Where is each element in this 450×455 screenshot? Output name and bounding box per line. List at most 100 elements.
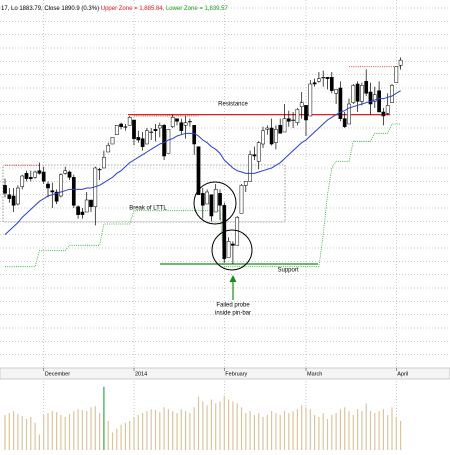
probe-label: Failed probe [216,303,250,309]
candle-body [41,171,46,182]
candle-body [213,189,218,213]
x-tick-label: 2014 [135,371,147,377]
candle-body [11,195,16,206]
header-lower-zone: Lower Zone = 1,839.57 [166,6,229,12]
volume-bar [387,415,389,450]
candle-body [347,103,351,125]
x-axis-strip [0,367,450,380]
candle-body [239,185,244,214]
candle-body [110,137,115,145]
candle-body [84,199,89,213]
volume-bar [77,409,79,450]
candle-body [179,122,184,131]
candle-body [278,125,283,134]
volume-bar [326,418,329,450]
volume-bar [185,411,187,450]
volume-bar [116,428,118,450]
candle-body [162,125,166,157]
candle-body [312,82,317,85]
candle-body [97,169,102,171]
volume-bar [60,415,62,450]
volume-bar [13,411,15,450]
candle-body [106,145,111,153]
candle-body [243,181,248,186]
candle-body [218,193,222,206]
consolidation-box [2,164,286,223]
volume-bar [129,420,131,450]
candle-body [338,87,343,119]
highlight-circle [211,229,253,271]
volume-bar [378,411,380,450]
volume-bar [197,396,200,450]
candle-body [377,90,381,113]
candle-body [46,183,50,189]
candle-body [308,83,313,117]
candle-body [183,122,188,126]
volume-bar [219,401,221,450]
candle-body [170,117,175,127]
volume-bar [180,409,182,450]
candle-body [3,185,7,194]
candle-body [102,157,106,169]
volume-bar [202,401,204,450]
volume-bar [309,409,311,450]
candle-body [54,191,59,202]
candle-body [140,138,145,147]
volume-bar [56,412,58,450]
volume-bar [215,403,217,450]
candle-body [248,154,252,182]
volume-bar [335,413,337,450]
volume-bar [107,420,109,450]
volume-bar [111,432,114,450]
candle-body [269,127,274,145]
candle-body [368,91,373,105]
volume-bar [81,410,83,450]
volume-bar [344,407,346,450]
candle-body [381,111,386,117]
volume-bar [30,416,32,450]
volume-bar [369,411,372,450]
candle-body [265,127,270,130]
candle-body [63,170,68,174]
highlight-circle [193,181,237,225]
volume-bar [322,413,324,450]
candle-body [334,89,338,94]
candle-body [28,177,33,179]
candle-body [59,174,63,197]
volume-bar [240,407,243,450]
candle-body [20,175,25,187]
volume-bar [352,415,354,450]
candle-body [372,94,377,102]
candle-body [351,85,356,103]
candle-body [200,193,205,206]
candle-body [123,126,128,128]
volume-bar [400,420,402,450]
candle-body [398,59,403,66]
candle-body [114,125,119,135]
candle-body [89,199,93,207]
volume-bar [64,416,66,450]
volume-bar [318,416,320,450]
volume-bar [47,413,49,450]
volume-bar [236,403,238,450]
candle-body [67,171,72,178]
candle-body [132,119,136,139]
volume-bar [43,415,45,450]
volume-bar [90,407,92,450]
candle-body [127,117,132,126]
volume-bar [99,413,101,450]
volume-bar [137,415,139,450]
candle-body [390,85,394,103]
candle-body [166,129,171,154]
volume-bar [189,413,191,450]
x-tick-label: December [45,371,71,377]
x-tick-label: April [397,371,408,377]
candle-body [299,102,304,107]
volume-bar [210,399,212,450]
volume-bar [25,418,28,450]
candle-body [205,191,209,205]
volume-bar [21,416,23,450]
candle-body [295,109,300,123]
probe-label: inside pin-bar [215,311,251,317]
